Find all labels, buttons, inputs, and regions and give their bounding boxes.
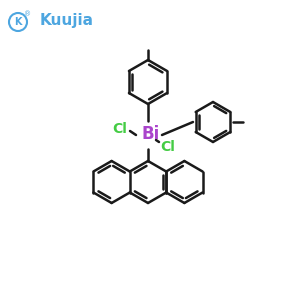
Text: Cl: Cl [112, 122, 128, 136]
Text: Bi: Bi [142, 125, 160, 143]
Text: ®: ® [24, 11, 32, 17]
Text: K: K [14, 17, 22, 27]
Text: Kuujia: Kuujia [40, 14, 94, 28]
Text: Cl: Cl [160, 140, 175, 154]
